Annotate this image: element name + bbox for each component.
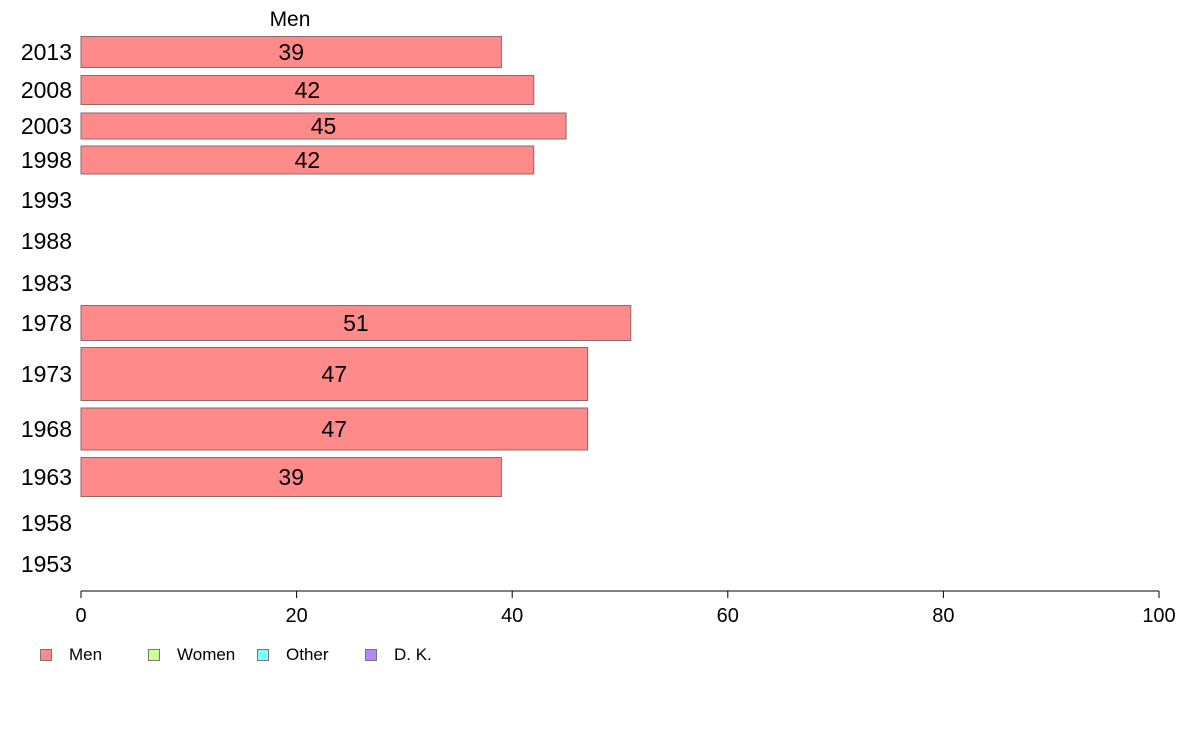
data-label: 51 (343, 310, 369, 336)
y-tick-label: 1983 (21, 270, 72, 296)
y-tick-label: 1968 (21, 416, 72, 442)
legend-swatch-dk (365, 649, 377, 661)
legend-swatch-men (40, 649, 52, 661)
y-tick-label: 2013 (21, 39, 72, 65)
y-tick-label: 1958 (21, 510, 72, 536)
y-tick-label: 1963 (21, 464, 72, 490)
data-label: 39 (278, 464, 304, 490)
data-label: 42 (295, 147, 321, 173)
bar-men-1998 (80, 145, 535, 175)
y-tick-label: 1998 (21, 147, 72, 173)
bar-men-1973 (80, 347, 589, 401)
legend-item-dk: D. K. (365, 645, 432, 665)
legend-label-dk: D. K. (394, 645, 432, 664)
y-tick-label: 1988 (21, 228, 72, 254)
x-tick-label: 100 (1142, 605, 1175, 627)
y-tick-label: 1978 (21, 310, 72, 336)
y-tick-label: 2003 (21, 113, 72, 139)
x-tick-label: 20 (285, 605, 307, 627)
data-label: 39 (278, 39, 304, 65)
x-tick-label: 80 (932, 605, 954, 627)
legend-swatch-other (257, 649, 269, 661)
bar-men-2003 (80, 112, 567, 140)
x-tick-label: 60 (717, 605, 739, 627)
bar-chart: 2013 39 2008 42 2003 45 1998 42 1993 1988 1983 1978… (21, 8, 1176, 627)
data-label: 47 (322, 361, 348, 387)
legend-item-women: Women (148, 645, 235, 665)
bar-men-1978 (80, 305, 632, 341)
y-tick-label: 1973 (21, 361, 72, 387)
data-label: 47 (322, 416, 348, 442)
bar-men-2013 (80, 36, 502, 68)
legend-label-women: Women (177, 645, 236, 664)
x-tick-label: 0 (75, 605, 86, 627)
bar-men-1963 (80, 457, 502, 497)
legend-item-men: Men (40, 645, 102, 665)
legend-swatch-women (148, 649, 160, 661)
bar-men-1968 (80, 407, 589, 451)
series-header: Men (270, 8, 311, 31)
y-tick-label: 1993 (21, 187, 72, 213)
bar-men-2008 (80, 75, 535, 105)
legend-label-other: Other (286, 645, 329, 664)
legend-item-other: Other (257, 645, 329, 665)
legend-label-men: Men (69, 645, 103, 664)
data-label: 42 (295, 77, 321, 103)
y-tick-label: 2008 (21, 77, 72, 103)
y-tick-label: 1953 (21, 551, 72, 577)
data-label: 45 (311, 113, 337, 139)
x-tick-label: 40 (501, 605, 523, 627)
